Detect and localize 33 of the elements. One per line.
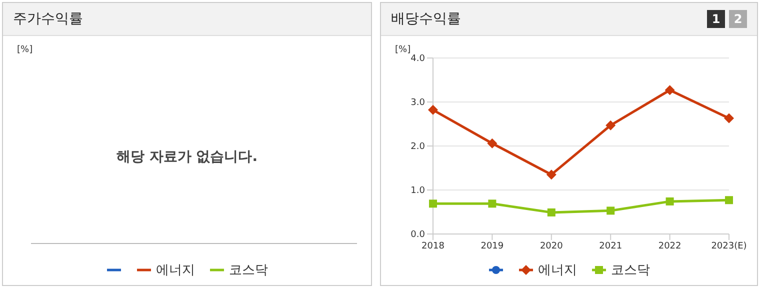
x-tick-label: 2018 <box>422 241 445 252</box>
point <box>606 120 616 130</box>
y-tick-label: 4.0 <box>410 54 426 64</box>
x-tick-label: 2019 <box>480 241 504 252</box>
y-axis-title: [%] <box>395 45 411 55</box>
point <box>487 138 498 148</box>
point <box>606 206 615 215</box>
page-buttons: 1 2 <box>707 10 747 28</box>
y-tick-label: 0.0 <box>410 230 426 240</box>
y-tick-label: 1.0 <box>410 186 426 196</box>
legend-label: 코스닥 <box>229 262 268 279</box>
chart-title: 배당수익률 <box>391 10 461 28</box>
point <box>666 197 674 206</box>
x-tick-label: 2020 <box>540 241 564 252</box>
point <box>725 196 733 204</box>
x-tick-label: 2023(E) <box>711 241 747 252</box>
y-tick-label: 2.0 <box>410 142 426 152</box>
x-tick-label: 2022 <box>658 241 682 252</box>
point <box>488 200 496 208</box>
point <box>429 200 437 208</box>
text: [%] <box>17 45 33 55</box>
y-tick-label: 3.0 <box>410 98 426 108</box>
point <box>546 170 556 180</box>
legend-label: 코스닥 <box>611 262 650 279</box>
point <box>724 113 734 124</box>
point <box>664 85 675 96</box>
point <box>547 208 556 216</box>
legend-label: 에너지 <box>538 262 577 279</box>
legend-label: 에너지 <box>156 262 195 279</box>
text: 해당 자료가 없습니다. <box>115 148 259 166</box>
point <box>428 104 438 115</box>
text: 주가수익률 <box>13 10 83 28</box>
x-tick-label: 2021 <box>599 241 622 252</box>
